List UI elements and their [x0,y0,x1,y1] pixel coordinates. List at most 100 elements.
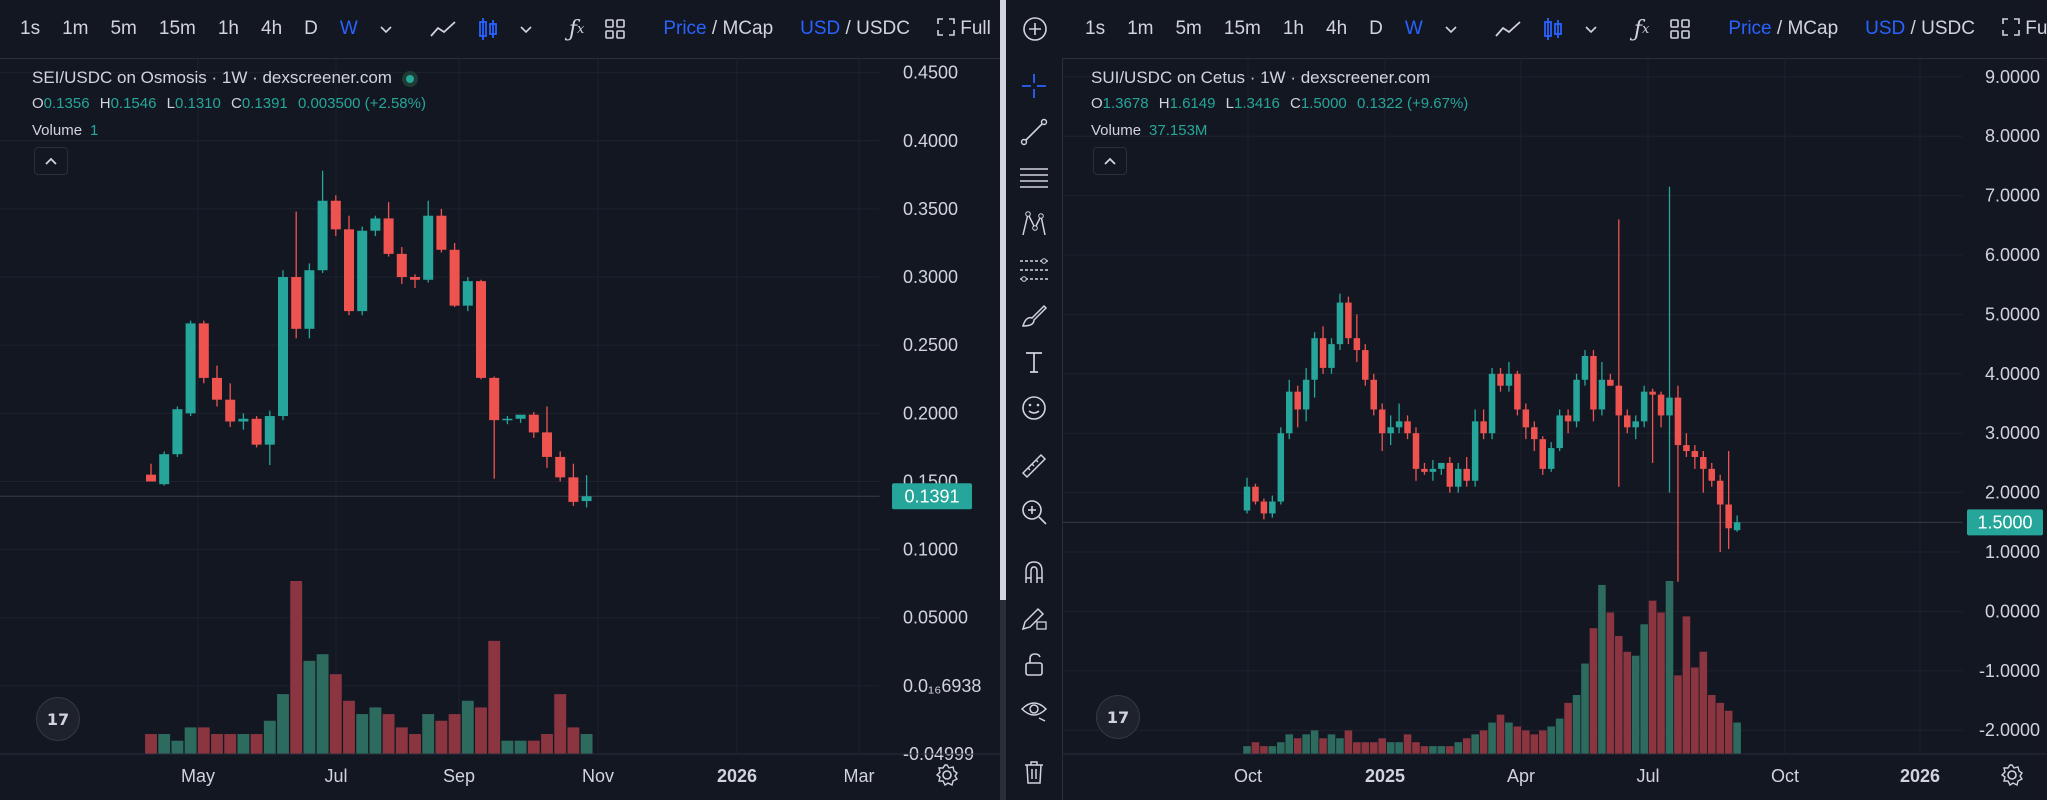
settings-gear-icon[interactable] [935,764,959,791]
y-tick-label: 0.1000 [903,540,958,560]
zoom-in-icon[interactable] [1018,496,1050,528]
panel-divider[interactable] [1000,0,1006,800]
fullscreen-button[interactable]: Full [2002,18,2047,40]
candle-body [1286,391,1293,434]
price-toggle[interactable]: Price / MCap [1728,18,1838,40]
x-tick-label: Apr [1507,766,1535,786]
left-ohlc: O0.1356 H0.1546 L0.1310 C0.1391 0.003500… [32,95,432,112]
tradingview-logo[interactable]: 17 [1096,695,1140,739]
settings-gear-icon[interactable] [2000,764,2024,791]
interval-d[interactable]: D [304,18,318,39]
volume-bar [277,694,289,754]
layout-grid-icon[interactable] [604,18,626,40]
chevron-down-icon[interactable] [1444,24,1458,34]
volume-bar [395,727,408,754]
fullscreen-button[interactable]: Full [937,18,991,40]
fib-retracement-icon[interactable] [1018,254,1050,286]
divider-scroll-thumb[interactable] [1000,0,1006,600]
interval-15m[interactable]: 15m [158,18,196,39]
interval-1h[interactable]: 1h [1282,18,1304,39]
chevron-down-icon[interactable] [1584,24,1598,34]
volume-bar [1454,742,1463,754]
volume-bar [158,734,171,754]
line-chart-icon[interactable] [429,18,457,40]
tradingview-logo[interactable]: 17 [36,697,80,741]
fullscreen-label: Full [2025,18,2047,39]
mcap-label: MCap [722,18,774,39]
interval-1m[interactable]: 1m [62,18,89,39]
volume-bar [237,734,250,754]
usd-label: USD [1865,18,1906,39]
interval-4h[interactable]: 4h [1326,18,1348,39]
candlestick-icon[interactable] [1542,16,1564,42]
close-label: C [1290,95,1301,112]
candle-body [1632,421,1639,428]
layout-grid-icon[interactable] [1669,18,1691,40]
interval-1s[interactable]: 1s [20,18,41,39]
volume-bar [1488,722,1496,754]
candle-body [172,409,183,455]
volume-bar [303,660,316,754]
candle-body [357,230,368,312]
candle-body [304,270,315,329]
interval-4h[interactable]: 4h [261,18,283,39]
x-tick-label: Jul [1636,766,1659,786]
candle-body [330,200,341,230]
last-price-badge [1967,509,2043,536]
pencil-lock-icon[interactable] [1018,602,1050,634]
crosshair-icon[interactable] [1018,70,1050,102]
candle-body [1488,373,1496,434]
open-value: 1.3678 [1102,95,1149,112]
interval-1h[interactable]: 1h [217,18,239,39]
y-tick-label: 0.0₁₆6938 [903,676,981,696]
price-toggle[interactable]: Price / MCap [663,18,773,40]
horizontal-lines-icon[interactable] [1018,162,1050,194]
candle-body [370,218,381,231]
line-chart-icon[interactable] [1494,18,1522,40]
trash-icon[interactable] [1018,756,1050,788]
magnet-icon[interactable] [1018,556,1050,588]
left-chart-canvas[interactable]: 0.4500 0.4000 0.3500 0.3000 0.2500 0.2000 0.15… [0,59,1000,800]
currency-toggle[interactable]: USD / USDC [1865,18,1975,40]
interval-d[interactable]: D [1369,18,1383,39]
ruler-icon[interactable] [1018,450,1050,482]
volume-bar [1699,651,1708,754]
emoji-icon[interactable] [1018,392,1050,424]
x-tick-label: Oct [1234,766,1262,786]
volume-bar [1640,624,1648,754]
interval-w[interactable]: W [339,18,358,39]
collapse-legend-button[interactable] [34,147,68,175]
interval-w[interactable]: W [1404,18,1423,39]
interval-15m[interactable]: 15m [1223,18,1261,39]
interval-1m[interactable]: 1m [1127,18,1154,39]
chevron-down-icon[interactable] [519,24,533,34]
chevron-up-icon [45,157,57,165]
add-plus-icon[interactable] [1022,16,1048,42]
right-chart-canvas[interactable]: 9.0000 8.0000 7.0000 6.0000 5.0000 4.0000 3.00… [1063,59,2047,800]
pattern-icon[interactable] [1018,208,1050,240]
trend-line-icon[interactable] [1018,116,1050,148]
volume-bar [211,734,223,754]
brush-icon[interactable] [1018,300,1050,332]
volume-bar [1420,746,1429,754]
currency-toggle[interactable]: USD / USDC [800,18,910,40]
text-tool-icon[interactable] [1018,346,1050,378]
volume-bar [1260,746,1268,754]
collapse-legend-button[interactable] [1093,147,1127,175]
chevron-down-icon[interactable] [379,24,393,34]
volume-bar [263,720,276,754]
right-title-text: SUI/USDC on Cetus · 1W · dexscreener.com [1091,68,1431,87]
left-volume-legend: Volume 1 [32,122,98,139]
volume-bar [1386,742,1395,754]
candle-body [383,218,394,254]
interval-5m[interactable]: 5m [110,18,137,39]
interval-5m[interactable]: 5m [1175,18,1202,39]
eye-icon[interactable] [1018,694,1050,726]
lock-icon[interactable] [1018,648,1050,680]
candlestick-icon[interactable] [477,16,499,42]
interval-1s[interactable]: 1s [1085,18,1106,39]
